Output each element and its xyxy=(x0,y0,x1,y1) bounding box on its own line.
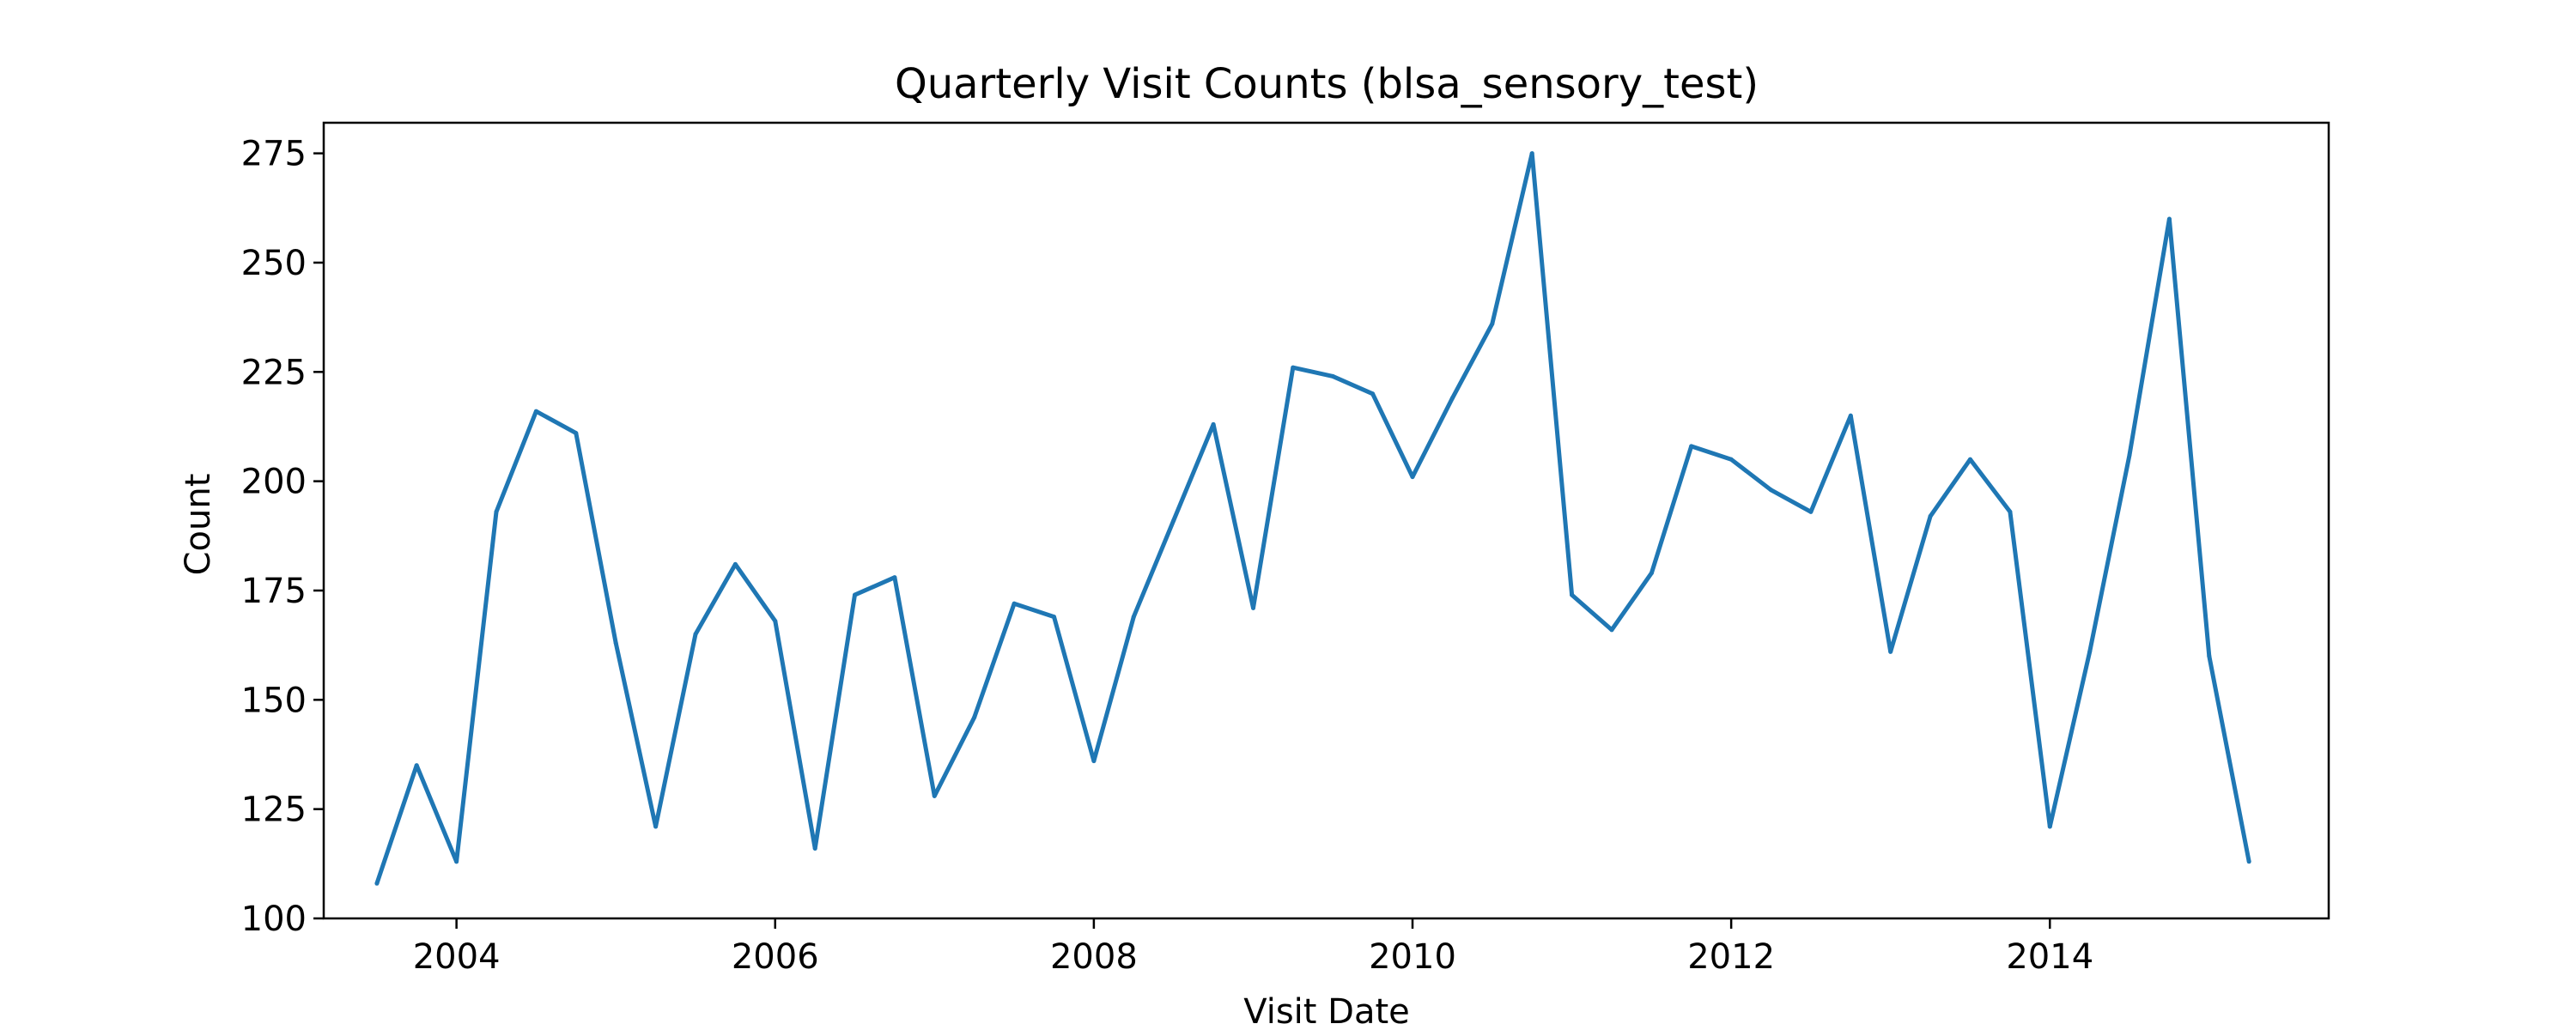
data-point xyxy=(1928,513,1933,518)
data-point xyxy=(732,561,738,566)
data-point xyxy=(1052,615,1056,620)
x-tick-label: 2004 xyxy=(413,937,501,977)
y-tick-label: 200 xyxy=(241,463,307,502)
y-tick-label: 175 xyxy=(241,572,307,611)
data-point xyxy=(1728,457,1734,462)
data-point xyxy=(892,575,897,580)
data-point xyxy=(693,632,698,637)
data-point xyxy=(653,824,659,829)
data-point xyxy=(574,431,579,436)
y-axis-ticks: 100 125 150 175 200 225 250 275 xyxy=(241,135,324,939)
data-point xyxy=(853,592,857,597)
data-point xyxy=(2166,216,2172,221)
data-point xyxy=(613,640,618,645)
data-point xyxy=(2087,649,2093,654)
data-point xyxy=(2008,509,2013,514)
data-point xyxy=(1490,321,1495,326)
y-tick-label: 225 xyxy=(241,353,307,392)
data-point xyxy=(1131,615,1136,620)
data-point xyxy=(1570,592,1575,597)
data-point xyxy=(414,763,419,768)
y-tick-label: 275 xyxy=(241,135,307,174)
data-point xyxy=(1171,518,1176,523)
data-point xyxy=(1968,457,1972,462)
data-point xyxy=(1609,627,1614,633)
data-point xyxy=(812,846,817,851)
data-point xyxy=(1848,413,1853,418)
data-point xyxy=(2127,452,2132,457)
data-point xyxy=(1689,444,1694,449)
y-tick-label: 150 xyxy=(241,681,307,720)
data-point xyxy=(1649,571,1654,576)
data-point xyxy=(2207,653,2212,658)
data-point xyxy=(1012,601,1017,606)
data-point xyxy=(1529,151,1534,156)
data-point xyxy=(932,793,937,798)
data-point xyxy=(2047,824,2052,829)
x-tick-label: 2008 xyxy=(1050,937,1138,977)
data-point xyxy=(1769,488,1773,493)
data-point xyxy=(1410,475,1415,480)
data-point xyxy=(1251,605,1255,610)
x-tick-label: 2014 xyxy=(2006,937,2093,977)
data-points xyxy=(374,151,2251,886)
y-tick-label: 100 xyxy=(241,900,307,939)
data-point xyxy=(972,715,977,720)
data-point xyxy=(1211,421,1216,427)
y-axis-label: Count xyxy=(179,474,218,576)
y-tick-label: 125 xyxy=(241,791,307,830)
x-tick-label: 2006 xyxy=(732,937,819,977)
data-point xyxy=(454,859,459,864)
data-point xyxy=(494,509,499,514)
plot-frame xyxy=(322,121,2330,920)
x-axis-ticks: 2004 2006 2008 2010 2012 2014 xyxy=(413,918,2093,977)
chart-title: Quarterly Visit Counts (blsa_sensory_tes… xyxy=(895,60,1759,108)
series-line-visit-count xyxy=(374,151,2251,885)
data-point xyxy=(1330,373,1335,379)
data-point xyxy=(1449,396,1455,401)
y-tick-label: 250 xyxy=(241,244,307,283)
data-point xyxy=(2246,859,2251,864)
x-axis-label: Visit Date xyxy=(1243,992,1410,1030)
data-point xyxy=(374,881,380,886)
data-point xyxy=(1808,509,1814,514)
x-tick-label: 2012 xyxy=(1687,937,1775,977)
data-point xyxy=(533,409,538,414)
data-point xyxy=(1370,391,1376,397)
data-point xyxy=(773,619,778,624)
data-point xyxy=(1888,649,1893,654)
data-point xyxy=(1291,365,1296,370)
x-tick-label: 2010 xyxy=(1369,937,1456,977)
data-point xyxy=(1091,759,1097,764)
